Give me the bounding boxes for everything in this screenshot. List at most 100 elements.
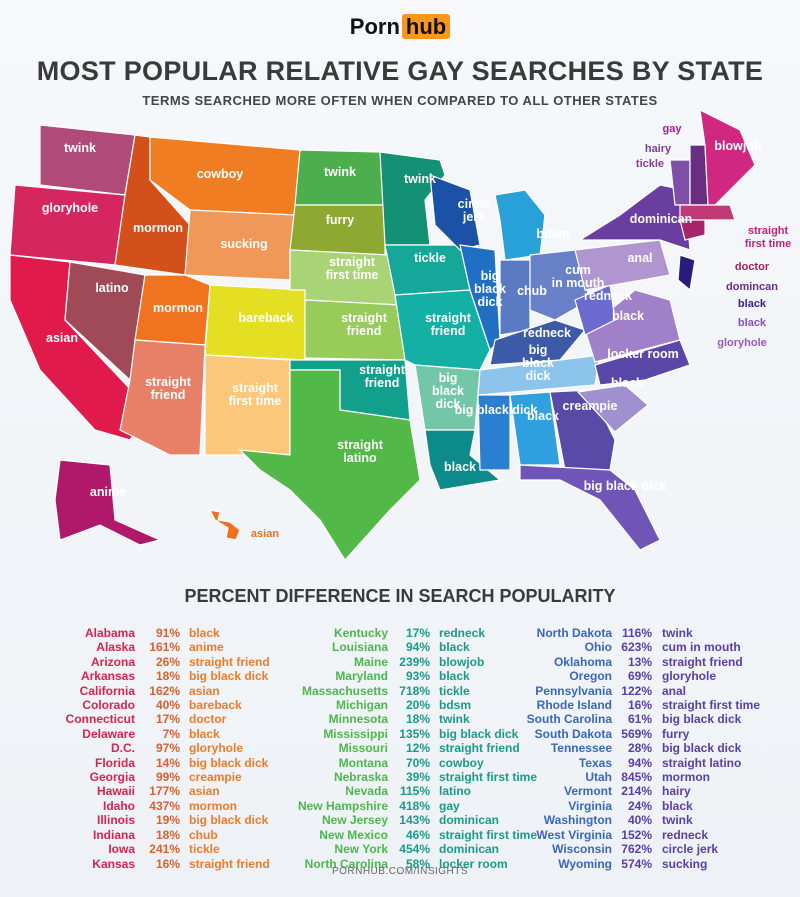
table-row: Colorado 40% bareback — [30, 698, 270, 712]
percent-value: 94% — [405, 640, 430, 655]
percent-value: 122% — [621, 683, 652, 698]
state-michigan — [494, 189, 546, 261]
search-term: dominican — [439, 813, 500, 828]
table-row: D.C. 97% gloryhole — [30, 741, 270, 755]
percent-value: 70% — [405, 755, 430, 770]
table-row: Florida 14% big black dick — [30, 756, 270, 770]
state-name: Massachusetts — [301, 683, 388, 698]
map-label: furry — [326, 213, 355, 227]
state-arizona — [119, 339, 206, 456]
table-row: Washington 40% twink — [520, 813, 760, 827]
state-name: Idaho — [103, 798, 135, 813]
percent-value: 454% — [399, 842, 430, 857]
state-oregon — [9, 184, 126, 266]
state-name: New York — [334, 842, 388, 857]
map-label: black — [738, 317, 767, 329]
state-maine — [699, 108, 756, 206]
state-name: Kentucky — [333, 626, 388, 640]
percent-value: 61% — [627, 712, 652, 727]
search-term: straight friend — [439, 741, 520, 756]
state-name: Virginia — [568, 798, 612, 813]
table-row: South Carolina 61% big black dick — [520, 712, 760, 726]
search-term: straight first time — [439, 827, 538, 842]
percent-value: 28% — [627, 741, 652, 756]
map-label: doctor — [735, 261, 770, 273]
table-row: Georgia 99% creampie — [30, 770, 270, 784]
table-row: New York 454% dominican — [268, 842, 537, 856]
search-term: gloryhole — [662, 669, 717, 684]
table-row: Kansas 16% straight friend — [30, 856, 270, 871]
map-label: dominican — [630, 212, 693, 226]
table-column-1: Alabama 91% black Alaska 161% anime Arizona 26%… — [30, 626, 270, 871]
state-name: Rhode Island — [536, 698, 612, 713]
table-title: PERCENT DIFFERENCE IN SEARCH POPULARITY — [184, 586, 616, 606]
map-label: gloryhole — [717, 337, 767, 349]
map-label: mormon — [133, 221, 183, 235]
state-connecticut — [679, 219, 706, 241]
state-name: D.C. — [111, 741, 135, 756]
map-label: straight first time — [745, 225, 791, 250]
state-name: Florida — [94, 755, 135, 770]
footer-link[interactable]: PORNHUB.COM/INSIGHTS — [331, 866, 469, 877]
search-term: gay — [439, 798, 460, 813]
map-label: straight friend — [341, 311, 388, 338]
map-label: big black dick — [584, 479, 667, 493]
state-texas — [238, 369, 421, 561]
percent-value: 569% — [621, 726, 652, 741]
map-label: redneck — [523, 326, 571, 340]
table-row: Texas 94% straight latino — [520, 756, 760, 770]
search-term: blowjob — [439, 654, 485, 669]
map-label: straight friend — [425, 311, 472, 338]
search-term: dominican — [439, 842, 500, 857]
search-term: straight friend — [189, 856, 270, 871]
search-term: twink — [439, 712, 470, 727]
state-name: Connecticut — [65, 712, 135, 727]
map-label: big black dick — [474, 269, 506, 309]
map-label: redneck — [584, 289, 632, 303]
percent-value: 18% — [155, 669, 180, 684]
state-name: Wyoming — [558, 856, 612, 871]
state-name: Alaska — [96, 640, 135, 655]
table-row: Maine 239% blowjob — [268, 655, 537, 669]
table-row: Minnesota 18% twink — [268, 712, 537, 726]
percent-value: 135% — [399, 726, 430, 741]
percent-value: 845% — [621, 770, 652, 785]
state-name: Washington — [543, 813, 612, 828]
state-name: Georgia — [89, 770, 135, 785]
state-alabama — [509, 391, 561, 466]
search-term: straight friend — [189, 654, 270, 669]
table-row: California 162% asian — [30, 684, 270, 698]
map-label: black — [611, 376, 643, 390]
map-label: big black dick — [455, 403, 538, 417]
state-louisiana — [424, 429, 502, 491]
table-row: South Dakota 569% furry — [520, 727, 760, 741]
percent-value: 12% — [405, 741, 430, 756]
table-row: Arizona 26% straight friend — [30, 655, 270, 669]
state-new-jersey — [677, 254, 696, 292]
percent-value: 18% — [405, 712, 430, 727]
table-row: Rhode Island 16% straight first time — [520, 698, 760, 712]
state-name: Ohio — [584, 640, 612, 655]
search-term: cum in mouth — [662, 640, 741, 655]
percent-value: 40% — [155, 698, 180, 713]
percent-value: 718% — [399, 683, 430, 698]
state-name: North Carolina — [304, 856, 388, 871]
percent-value: 152% — [621, 827, 652, 842]
search-term: sucking — [662, 856, 708, 871]
table-row: Ohio 623% cum in mouth — [520, 640, 760, 654]
percent-value: 115% — [399, 784, 430, 799]
state-name: Arizona — [90, 654, 135, 669]
search-term: straight friend — [662, 654, 743, 669]
search-term: creampie — [189, 770, 242, 785]
state-ohio — [529, 249, 591, 321]
search-term: redneck — [439, 626, 486, 640]
percent-value: 7% — [162, 726, 180, 741]
percent-value: 18% — [155, 827, 180, 842]
percent-value: 94% — [627, 755, 652, 770]
map-label: straight friend — [359, 363, 406, 390]
state-florida — [519, 464, 661, 551]
search-term: straight first time — [439, 770, 538, 785]
map-label: straight first time — [229, 381, 282, 408]
search-term: chub — [189, 827, 218, 842]
percent-value: 97% — [155, 741, 180, 756]
